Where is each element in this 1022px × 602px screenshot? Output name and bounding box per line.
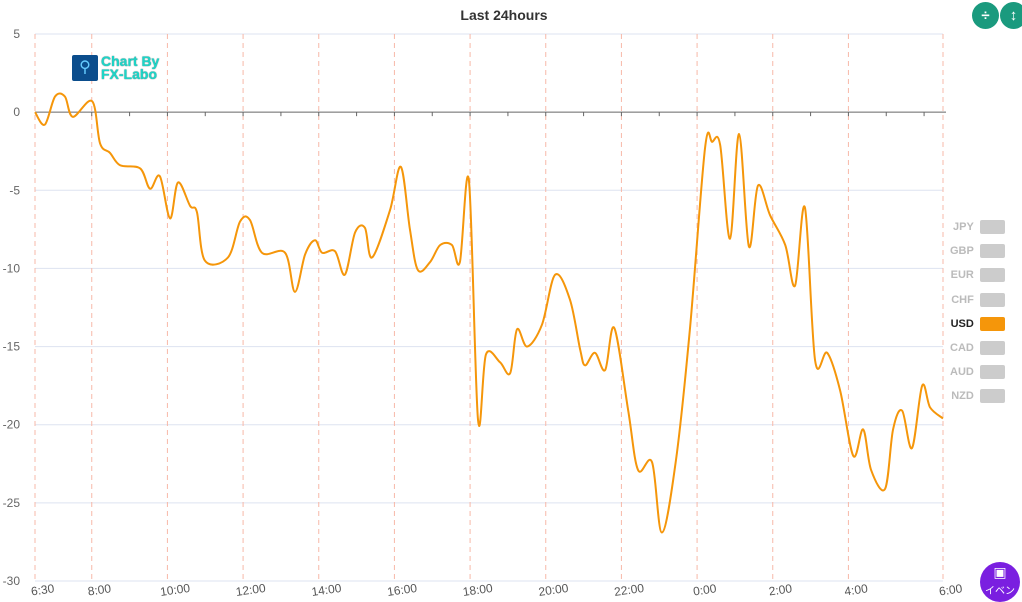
legend-label: CHF	[951, 293, 974, 306]
x-tick-label: 12:00	[235, 581, 267, 597]
magnifier-chart-icon: ⚲	[72, 55, 98, 81]
logo: ⚲ Chart By FX-Labo	[72, 53, 160, 82]
x-tick-label: 4:00	[844, 581, 869, 597]
y-tick-label: -25	[3, 496, 21, 510]
y-tick-label: -5	[9, 183, 20, 197]
y-tick-label: -10	[3, 261, 21, 275]
event-button[interactable]: ▣ イベン	[980, 562, 1020, 602]
chart-title: Last 24hours	[460, 7, 548, 23]
legend-label: JPY	[953, 221, 974, 234]
x-tick-label: 10:00	[159, 581, 191, 597]
legend: JPY GBP EUR CHF USD CAD AUD NZD	[950, 215, 1005, 409]
y-tick-label: 5	[13, 27, 20, 41]
calendar-icon: ▣	[993, 564, 1007, 580]
legend-item-gbp[interactable]: GBP	[950, 239, 1005, 263]
y-tick-label: 0	[13, 105, 20, 119]
legend-label: CAD	[950, 342, 974, 355]
compress-button[interactable]: ÷	[972, 2, 999, 29]
x-tick-label: 6:30	[30, 581, 55, 597]
legend-swatch	[979, 341, 1005, 356]
legend-swatch	[979, 268, 1005, 283]
legend-swatch	[979, 316, 1005, 331]
legend-swatch	[979, 365, 1005, 380]
legend-item-cad[interactable]: CAD	[950, 336, 1005, 360]
legend-label: USD	[950, 317, 974, 330]
x-tick-label: 6:00	[938, 581, 963, 597]
x-tick-label: 2:00	[768, 581, 793, 597]
event-button-label: イベン	[985, 586, 1015, 597]
x-tick-label: 0:00	[692, 581, 717, 597]
logo-line1: Chart By	[101, 53, 160, 69]
legend-item-eur[interactable]: EUR	[950, 263, 1005, 287]
x-tick-label: 20:00	[538, 581, 570, 597]
x-tick-label: 18:00	[462, 581, 494, 597]
legend-item-aud[interactable]: AUD	[950, 360, 1005, 384]
y-tick-label: -30	[3, 574, 21, 588]
y-tick-label: -15	[3, 340, 21, 354]
legend-swatch	[979, 292, 1005, 307]
legend-item-jpy[interactable]: JPY	[950, 215, 1005, 239]
y-tick-label: -20	[3, 418, 21, 432]
x-tick-label: 14:00	[311, 581, 343, 597]
logo-line2: FX-Labo	[101, 66, 157, 82]
legend-swatch	[979, 389, 1005, 404]
x-tick-label: 22:00	[613, 581, 645, 597]
legend-swatch	[979, 244, 1005, 259]
series-line-usd	[34, 92, 944, 534]
legend-swatch	[979, 220, 1005, 235]
expand-button[interactable]: ↕	[1000, 2, 1022, 29]
legend-item-usd[interactable]: USD	[950, 312, 1005, 336]
legend-item-nzd[interactable]: NZD	[950, 384, 1005, 408]
legend-label: AUD	[950, 366, 974, 379]
legend-label: GBP	[950, 245, 974, 258]
legend-label: NZD	[951, 390, 974, 403]
legend-item-chf[interactable]: CHF	[950, 288, 1005, 312]
legend-label: EUR	[950, 269, 974, 282]
x-tick-label: 8:00	[87, 581, 112, 597]
x-tick-label: 16:00	[386, 581, 418, 597]
